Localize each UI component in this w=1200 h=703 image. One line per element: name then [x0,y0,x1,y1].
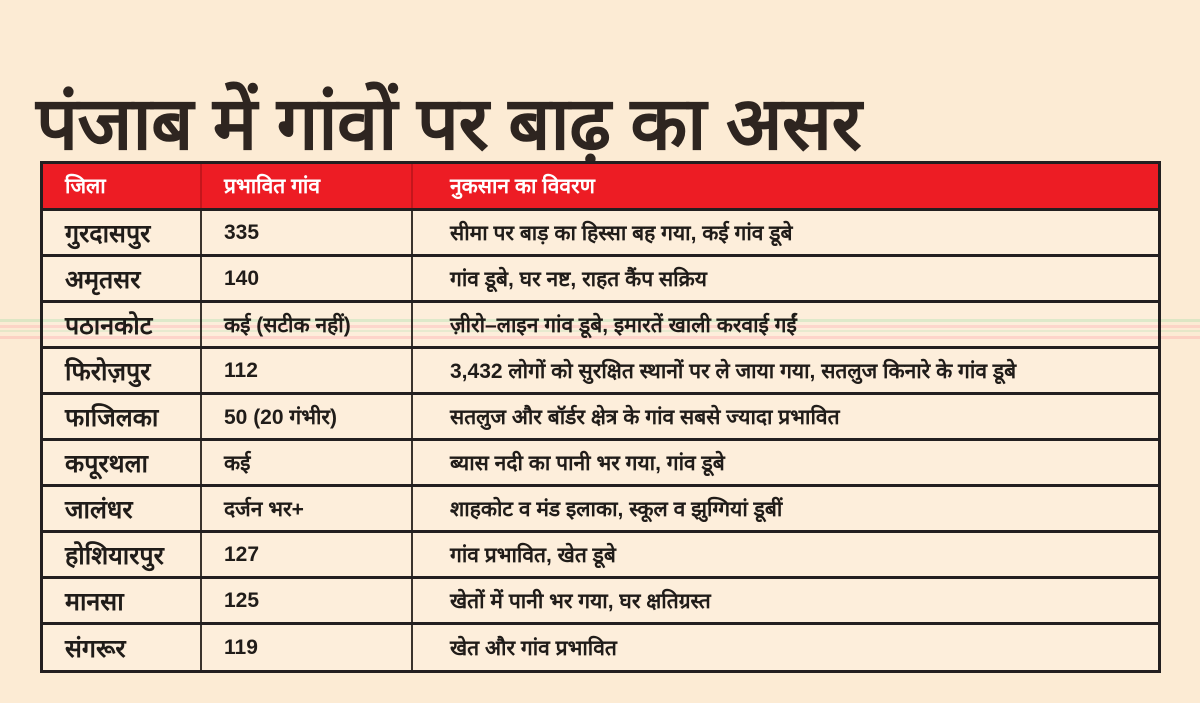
cell-damage-details: खेतों में पानी भर गया, घर क्षतिग्रस्त [412,576,1158,624]
cell-affected-villages: 127 [201,530,413,578]
table-row: होशियारपुर 127 गांव प्रभावित, खेत डूबे [43,530,1158,578]
table-row: फिरोज़पुर 112 3,432 लोगों को सुरक्षित स्… [43,346,1158,394]
page-title: पंजाब में गांवों पर बाढ़ का असर [36,82,862,166]
cell-district: गुरदासपुर [43,209,202,256]
table-row: जालंधर दर्जन भर+ शाहकोट व मंड इलाका, स्क… [43,484,1158,532]
cell-affected-villages: 140 [201,254,413,302]
cell-district: कपूरथला [43,438,202,486]
cell-district: फाजिलका [43,392,202,440]
table-body: गुरदासपुर 335 सीमा पर बाड़ का हिस्सा बह … [43,209,1158,670]
cell-affected-villages: 119 [201,622,413,670]
table-row: फाजिलका 50 (20 गंभीर) सतलुज और बॉर्डर क्… [43,392,1158,440]
cell-district: पठानकोट [43,300,202,348]
cell-damage-details: खेत और गांव प्रभावित [412,622,1158,670]
column-header-affected-villages: प्रभावित गांव [201,164,413,211]
cell-district: फिरोज़पुर [43,346,202,394]
table-header-row: जिला प्रभावित गांव नुकसान का विवरण [43,164,1158,211]
table-header: जिला प्रभावित गांव नुकसान का विवरण [43,164,1158,211]
cell-district: जालंधर [43,484,202,532]
cell-damage-details: गांव डूबे, घर नष्ट, राहत कैंप सक्रिय [412,254,1158,302]
cell-affected-villages: 125 [201,576,413,624]
table-row: पठानकोट कई (सटीक नहीं) ज़ीरो–लाइन गांव ड… [43,300,1158,348]
table-row: संगरूर 119 खेत और गांव प्रभावित [43,622,1158,670]
cell-affected-villages: 50 (20 गंभीर) [201,392,413,440]
flood-impact-table-container: जिला प्रभावित गांव नुकसान का विवरण गुरदा… [40,161,1161,673]
cell-district: मानसा [43,576,202,624]
table-row: कपूरथला कई ब्यास नदी का पानी भर गया, गां… [43,438,1158,486]
table-row: मानसा 125 खेतों में पानी भर गया, घर क्षत… [43,576,1158,624]
cell-affected-villages: 112 [201,346,413,394]
cell-damage-details: 3,432 लोगों को सुरक्षित स्थानों पर ले जा… [412,346,1158,394]
cell-damage-details: ज़ीरो–लाइन गांव डूबे, इमारतें खाली करवाई… [412,300,1158,348]
cell-district: अमृतसर [43,254,202,302]
cell-damage-details: शाहकोट व मंड इलाका, स्कूल व झुग्गियां डू… [412,484,1158,532]
cell-district: होशियारपुर [43,530,202,578]
cell-affected-villages: कई [201,438,413,486]
column-header-district: जिला [43,164,202,211]
cell-affected-villages: 335 [201,209,413,256]
cell-damage-details: ब्यास नदी का पानी भर गया, गांव डूबे [412,438,1158,486]
cell-affected-villages: कई (सटीक नहीं) [201,300,413,348]
cell-district: संगरूर [43,622,202,670]
table-row: गुरदासपुर 335 सीमा पर बाड़ का हिस्सा बह … [43,209,1158,256]
column-header-damage-details: नुकसान का विवरण [412,164,1158,211]
flood-impact-table: जिला प्रभावित गांव नुकसान का विवरण गुरदा… [43,164,1158,670]
cell-damage-details: सतलुज और बॉर्डर क्षेत्र के गांव सबसे ज्य… [412,392,1158,440]
cell-damage-details: गांव प्रभावित, खेत डूबे [412,530,1158,578]
cell-affected-villages: दर्जन भर+ [201,484,413,532]
table-row: अमृतसर 140 गांव डूबे, घर नष्ट, राहत कैंप… [43,254,1158,302]
cell-damage-details: सीमा पर बाड़ का हिस्सा बह गया, कई गांव ड… [412,209,1158,256]
